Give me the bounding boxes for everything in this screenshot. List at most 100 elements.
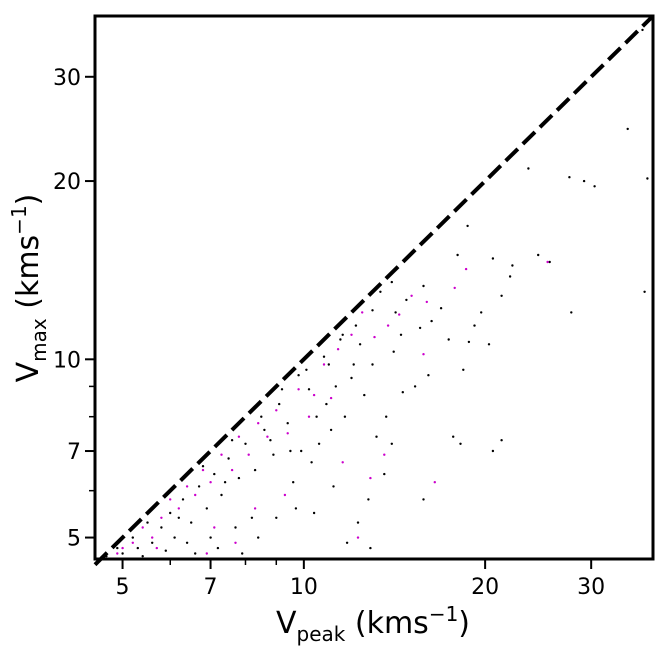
data-point xyxy=(294,507,298,510)
data-point xyxy=(213,472,216,476)
data-point xyxy=(626,127,629,131)
data-point xyxy=(491,257,495,260)
data-point xyxy=(401,391,404,394)
data-point xyxy=(453,286,456,290)
data-point xyxy=(500,439,503,442)
data-point xyxy=(383,453,386,456)
data-point xyxy=(237,476,241,480)
data-point xyxy=(491,449,495,453)
data-point xyxy=(121,546,124,550)
data-point xyxy=(462,368,465,371)
data-point xyxy=(307,388,311,391)
data-point xyxy=(527,167,530,170)
data-point xyxy=(425,300,428,304)
data-point xyxy=(405,298,408,302)
data-point xyxy=(141,526,144,529)
y-tick-label: 7 xyxy=(67,440,81,465)
data-point xyxy=(394,311,397,314)
data-point xyxy=(141,555,144,558)
data-point xyxy=(160,526,163,529)
data-point xyxy=(643,290,646,293)
data-point xyxy=(329,396,333,400)
y-tick-label: 5 xyxy=(67,527,81,552)
x-tick-label: 20 xyxy=(471,575,499,600)
data-point xyxy=(257,422,260,425)
data-point xyxy=(216,546,220,550)
data-point xyxy=(467,340,471,344)
data-point xyxy=(185,541,189,544)
data-point xyxy=(582,179,586,183)
x-tick-label: 10 xyxy=(290,575,318,600)
y-tick-label: 20 xyxy=(53,170,81,195)
data-point xyxy=(322,363,326,366)
axis-ticks: 5 7 10 20 30 5 7 10 20 30 xyxy=(53,66,605,600)
data-point xyxy=(413,385,417,388)
data-point xyxy=(289,449,292,453)
data-point xyxy=(427,374,430,377)
data-point xyxy=(257,536,260,539)
data-point xyxy=(334,385,337,388)
data-point xyxy=(322,355,326,358)
data-point xyxy=(546,260,549,264)
data-point xyxy=(570,311,573,314)
data-point xyxy=(173,536,176,539)
data-point xyxy=(283,493,287,497)
data-point xyxy=(356,536,360,539)
data-point xyxy=(146,521,149,524)
y-axis-label: Vmax (kms−1) xyxy=(7,194,51,383)
data-point xyxy=(177,507,180,510)
data-point xyxy=(345,541,349,544)
data-point xyxy=(398,313,401,316)
data-point xyxy=(325,402,328,406)
data-point xyxy=(116,552,119,555)
data-point xyxy=(169,498,172,501)
data-point xyxy=(275,409,278,412)
data-point xyxy=(399,333,403,336)
data-point xyxy=(369,546,372,550)
data-point xyxy=(418,326,422,330)
data-point xyxy=(300,449,303,453)
data-point xyxy=(487,343,491,346)
data-point xyxy=(194,493,197,497)
data-point xyxy=(155,546,158,550)
data-point xyxy=(131,541,134,544)
data-point xyxy=(350,376,353,380)
data-point xyxy=(356,521,360,524)
plot-frame xyxy=(93,14,655,561)
data-point xyxy=(373,335,376,339)
one-to-one-reference-line xyxy=(93,14,655,567)
data-point xyxy=(310,461,313,464)
data-point xyxy=(464,267,468,271)
data-point xyxy=(205,507,208,510)
data-point xyxy=(480,311,483,314)
data-point xyxy=(237,435,241,438)
data-point xyxy=(253,468,257,472)
data-point xyxy=(194,552,197,555)
data-point xyxy=(433,481,436,484)
data-point xyxy=(185,485,189,488)
y-tick-label: 10 xyxy=(53,348,81,373)
data-point xyxy=(230,439,234,442)
data-point xyxy=(151,536,154,539)
data-point xyxy=(343,415,347,418)
data-point xyxy=(358,343,362,346)
data-point xyxy=(390,280,393,284)
data-point xyxy=(410,294,413,297)
data-point xyxy=(160,516,163,519)
data-point xyxy=(247,453,250,456)
data-point xyxy=(234,526,237,529)
data-point xyxy=(205,552,208,555)
data-point xyxy=(367,498,370,501)
data-point xyxy=(297,388,300,391)
data-point xyxy=(241,552,244,555)
data-point xyxy=(452,435,455,438)
x-axis-label: Vpeak (kms−1) xyxy=(276,602,470,646)
data-point xyxy=(253,507,257,510)
data-point xyxy=(230,468,234,472)
data-point xyxy=(385,415,388,418)
data-point xyxy=(317,442,321,445)
data-point xyxy=(473,324,476,327)
data-point xyxy=(363,393,366,397)
data-point xyxy=(272,453,275,456)
data-point xyxy=(336,348,340,351)
